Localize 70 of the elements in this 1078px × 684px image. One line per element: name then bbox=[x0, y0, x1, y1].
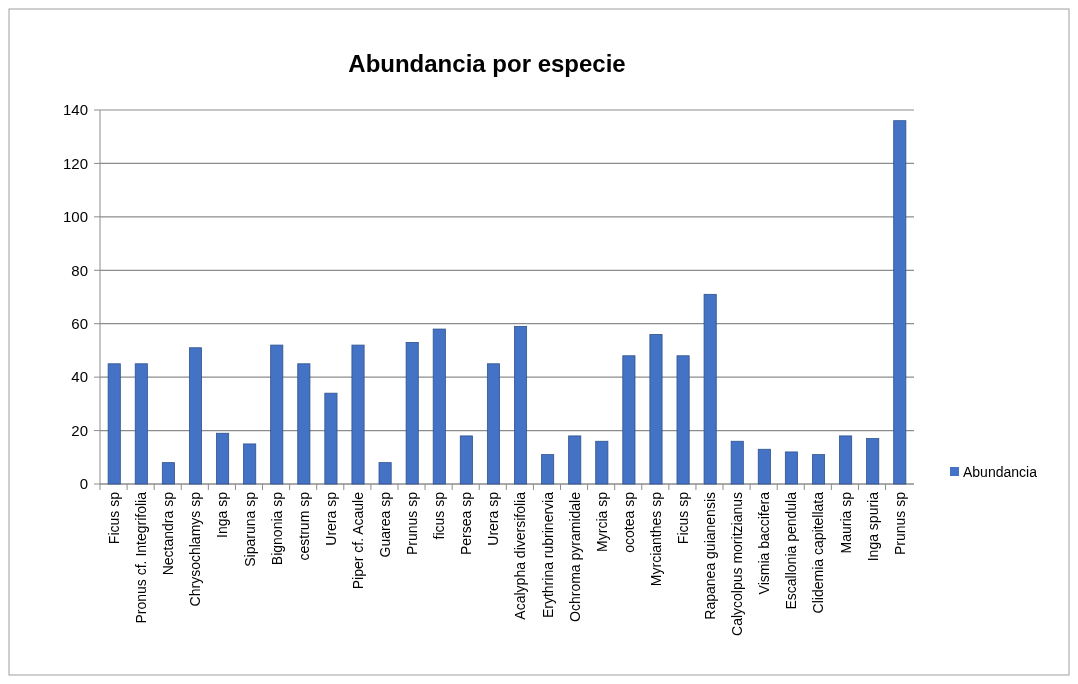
bar bbox=[378, 462, 392, 485]
bar bbox=[568, 435, 582, 485]
bar bbox=[297, 363, 311, 485]
x-tick-label: Erythrina rubrinervia bbox=[539, 491, 556, 619]
x-tick-label: Urera sp bbox=[485, 491, 502, 546]
x-tick-label: Mauria sp bbox=[837, 491, 854, 554]
bar bbox=[486, 363, 500, 485]
x-tick-label: Siparuna sp bbox=[241, 491, 258, 567]
bar bbox=[622, 355, 636, 485]
x-tick-label: Chrysochlamys sp bbox=[187, 491, 204, 607]
x-tick-label: Vismia baccifera bbox=[756, 491, 773, 595]
x-tick-label: Inga spuria bbox=[864, 491, 881, 562]
x-tick-label: cestrum sp bbox=[295, 491, 312, 561]
x-tick-label: Ochroma pyramidale bbox=[566, 491, 583, 622]
bar bbox=[324, 392, 338, 485]
y-tick-label: 20 bbox=[71, 421, 88, 439]
x-tick-label: Myrcianthes sp bbox=[647, 491, 664, 587]
x-tick-label: Clidemia capitellata bbox=[810, 491, 827, 614]
x-tick-label: Acalypha diversifolia bbox=[512, 491, 529, 620]
bar bbox=[757, 448, 771, 485]
x-tick-label: Pronus cf. Integrifolia bbox=[133, 491, 150, 624]
bar bbox=[188, 347, 202, 485]
bar bbox=[839, 435, 853, 485]
bar bbox=[730, 440, 744, 485]
x-tick-label: Ficus sp bbox=[674, 491, 691, 545]
bar bbox=[649, 334, 663, 485]
bar bbox=[161, 462, 175, 485]
bar bbox=[893, 120, 907, 485]
bar bbox=[866, 438, 880, 485]
bar bbox=[514, 325, 528, 485]
bar bbox=[541, 454, 555, 485]
x-tick-label: Prunus sp bbox=[891, 491, 908, 556]
bar bbox=[459, 435, 473, 485]
y-tick-label: 80 bbox=[71, 261, 88, 279]
bar bbox=[405, 342, 419, 485]
x-tick-label: Prunus sp bbox=[404, 491, 421, 556]
x-tick-label: Nectandra sp bbox=[160, 491, 177, 576]
y-tick-label: 60 bbox=[71, 314, 88, 332]
bar bbox=[703, 293, 717, 485]
chart-title: Abundancia por especie bbox=[348, 50, 626, 77]
bar bbox=[134, 363, 148, 485]
bar bbox=[784, 451, 798, 485]
bar bbox=[595, 440, 609, 485]
y-tick-label: 40 bbox=[71, 368, 88, 386]
bar bbox=[351, 344, 365, 485]
x-tick-label: Ficus sp bbox=[106, 491, 123, 545]
x-tick-label: Calycolpus moritzianus bbox=[729, 492, 746, 636]
x-tick-label: Piper cf. Acaule bbox=[349, 491, 366, 590]
y-tick-label: 140 bbox=[62, 101, 88, 119]
bar bbox=[432, 328, 446, 485]
y-tick-label: 100 bbox=[62, 208, 88, 226]
bar bbox=[107, 363, 121, 485]
x-tick-label: ficus sp bbox=[431, 491, 448, 540]
bar bbox=[270, 344, 284, 485]
x-tick-label: Urera sp bbox=[322, 491, 339, 546]
x-tick-label: ocotea sp bbox=[620, 491, 637, 553]
y-tick-label: 0 bbox=[79, 475, 88, 493]
y-tick-label: 120 bbox=[62, 154, 88, 172]
x-tick-label: Persea sp bbox=[458, 491, 475, 556]
x-tick-label: Myrcia sp bbox=[593, 491, 610, 552]
legend-label: Abundancia bbox=[963, 463, 1038, 480]
bar bbox=[216, 432, 230, 485]
x-tick-label: Bignonia sp bbox=[268, 491, 285, 566]
x-tick-label: Inga sp bbox=[214, 491, 231, 538]
x-tick-label: Escallonia pendula bbox=[783, 491, 800, 610]
bar bbox=[812, 454, 826, 485]
x-tick-label: Guarea sp bbox=[377, 491, 393, 558]
bar bbox=[243, 443, 257, 485]
bar bbox=[676, 355, 690, 485]
x-tick-label: Rapanea guianensis bbox=[702, 492, 719, 620]
